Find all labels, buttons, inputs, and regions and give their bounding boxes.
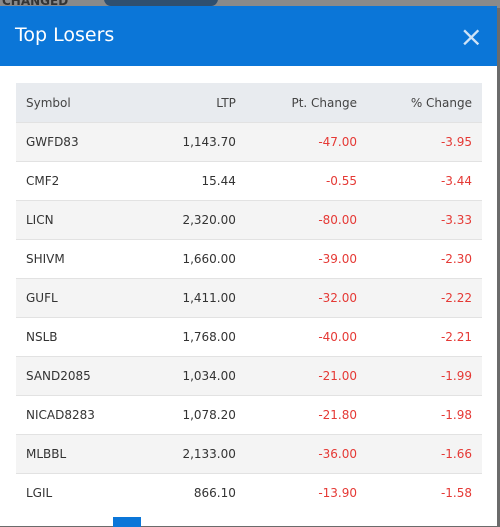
table-cell: -1.99 [367, 356, 482, 396]
column-header: LTP [141, 83, 246, 123]
modal-title: Top Losers [15, 24, 115, 46]
table-row: NICAD8283 1,078.20 -21.80 -1.98 [16, 395, 482, 435]
table-cell: -21.80 [245, 395, 367, 435]
modal: Top Losers × Symbol LTP Pt. Change% Change… [0, 6, 497, 527]
table-cell: NSLB [16, 317, 142, 357]
table-row: NSLB 1,768.00 -40.00 -2.21 [16, 317, 482, 357]
table-cell: -1.98 [367, 395, 482, 435]
background-pill [104, 0, 218, 6]
table-cell: -80.00 [245, 200, 367, 240]
table-row: SHIVM 1,660.00 -39.00 -2.30 [16, 239, 482, 279]
table-cell: CMF2 [16, 161, 142, 201]
table-cell: -39.00 [245, 239, 367, 279]
table-cell: 1,768.00 [141, 317, 246, 357]
table-cell: -3.33 [367, 200, 482, 240]
column-header: Pt. Change [245, 83, 367, 123]
modal-header: Top Losers × [0, 6, 497, 66]
table-cell: 1,660.00 [141, 239, 246, 279]
table-cell: -1.66 [367, 434, 482, 474]
table-cell: LGIL [16, 473, 142, 512]
table-cell: 1,411.00 [141, 278, 246, 318]
table-cell: 1,078.20 [141, 395, 246, 435]
table-cell: -0.55 [245, 161, 367, 201]
table-cell: -2.22 [367, 278, 482, 318]
table-row: GWFD83 1,143.70 -47.00 -3.95 [16, 122, 482, 162]
table-cell: 15.44 [141, 161, 246, 201]
column-header: Symbol [16, 83, 142, 123]
table-cell: 2,320.00 [141, 200, 246, 240]
table-cell: -13.90 [245, 473, 367, 512]
background-strip: CHANGED [0, 0, 500, 8]
table-cell: SHIVM [16, 239, 142, 279]
column-header: % Change [367, 83, 482, 123]
table-cell: -2.30 [367, 239, 482, 279]
table-row: LICN 2,320.00 -80.00 -3.33 [16, 200, 482, 240]
losers-table: Symbol LTP Pt. Change% Change GWFD83 1,143.… [16, 83, 482, 512]
table-cell: MLBBL [16, 434, 142, 474]
table-cell: SAND2085 [16, 356, 142, 396]
table-cell: -21.00 [245, 356, 367, 396]
background-label: CHANGED [2, 0, 69, 8]
table-cell: -32.00 [245, 278, 367, 318]
header-row: Symbol LTP Pt. Change% Change [16, 83, 482, 123]
table-row: GUFL 1,411.00 -32.00 -2.22 [16, 278, 482, 318]
table-cell: 1,143.70 [141, 122, 246, 162]
table-cell: -47.00 [245, 122, 367, 162]
table-row: LGIL 866.10 -13.90 -1.58 [16, 473, 482, 512]
table-cell: -36.00 [245, 434, 367, 474]
table-row: SAND2085 1,034.00 -21.00 -1.99 [16, 356, 482, 396]
table-cell: LICN [16, 200, 142, 240]
table-cell: -1.58 [367, 473, 482, 512]
table-cell: -40.00 [245, 317, 367, 357]
table-body: GWFD83 1,143.70 -47.00 -3.95 CMF2 15.44 -0.55-… [16, 122, 482, 512]
table-row: CMF2 15.44 -0.55 -3.44 [16, 161, 482, 201]
table-cell: 2,133.00 [141, 434, 246, 474]
table-cell: -2.21 [367, 317, 482, 357]
table-row: MLBBL 2,133.00 -36.00 -1.66 [16, 434, 482, 474]
table-cell: NICAD8283 [16, 395, 142, 435]
table-cell: -3.44 [367, 161, 482, 201]
pagination-current[interactable] [113, 517, 141, 527]
close-button[interactable]: × [459, 20, 483, 53]
table-cell: GUFL [16, 278, 142, 318]
table-cell: 866.10 [141, 473, 246, 512]
table-cell: 1,034.00 [141, 356, 246, 396]
table-cell: GWFD83 [16, 122, 142, 162]
table-cell: -3.95 [367, 122, 482, 162]
